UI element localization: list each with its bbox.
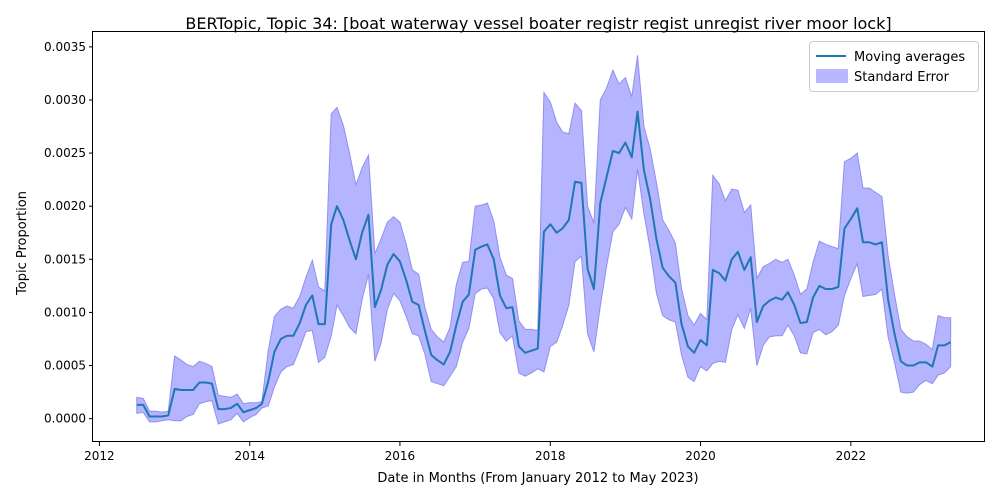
x-axis: 2012 2014 2016 2018 2020 2022 [84,442,866,463]
y-axis-label: Topic Proportion [15,191,30,296]
plot-frame [92,31,985,442]
chart-title: BERTopic, Topic 34: [boat waterway vesse… [185,14,891,33]
moving-average-line-layer [136,110,952,418]
legend-label-moving-averages: Moving averages [854,50,965,65]
y-tick-label: 0.0035 [44,40,86,54]
y-tick-label: 0.0025 [44,146,86,160]
legend-label-standard-error: Standard Error [854,70,950,85]
legend-swatch-standard-error [816,69,848,83]
x-tick-label: 2014 [234,449,265,463]
y-tick-label: 0.0015 [44,252,86,266]
plot-area [92,31,985,442]
x-axis-label: Date in Months (From January 2012 to May… [377,471,698,486]
y-axis: 0.0000 0.0005 0.0010 0.0015 0.0020 0.0025 0.00… [44,40,93,426]
y-tick-label: 0.0010 [44,305,86,319]
x-tick-label: 2022 [836,449,867,463]
x-tick-label: 2012 [84,449,115,463]
legend: Moving averages Standard Error [809,41,979,92]
y-tick-label: 0.0005 [44,359,86,373]
moving-average-line [136,110,952,418]
x-tick-label: 2016 [385,449,416,463]
y-tick-label: 0.0000 [44,412,86,426]
legend-frame [809,41,979,92]
y-tick-label: 0.0030 [44,93,86,107]
x-tick-label: 2020 [685,449,716,463]
y-tick-label: 0.0020 [44,199,86,213]
x-tick-label: 2018 [535,449,566,463]
